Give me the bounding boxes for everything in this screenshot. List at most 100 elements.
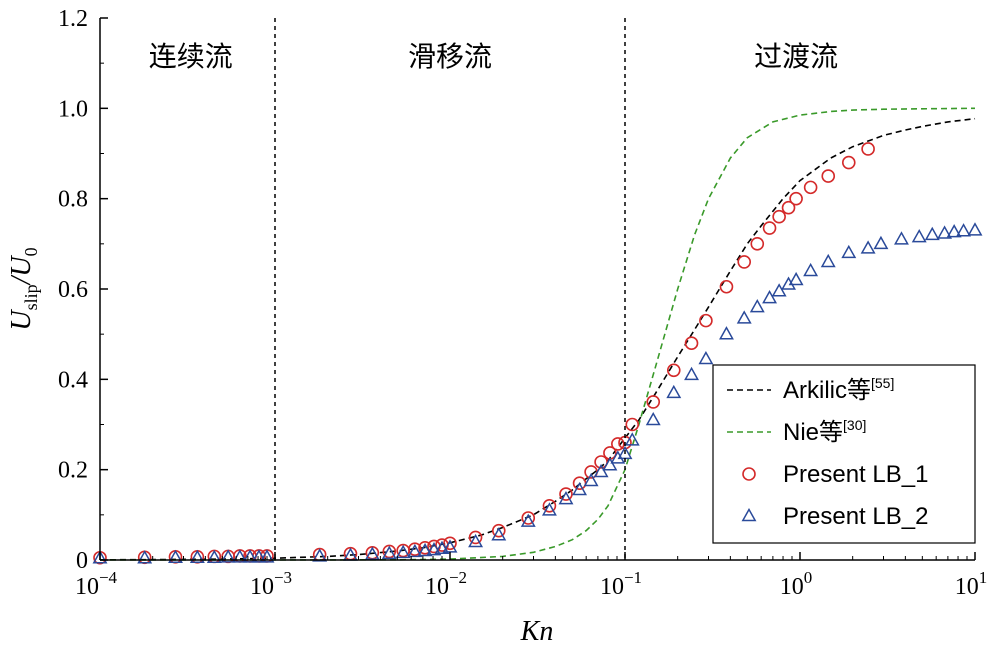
data-point: [666, 384, 682, 399]
y-axis-title: Uslip/U0: [6, 247, 41, 330]
data-point: [937, 225, 953, 239]
data-point: [803, 180, 818, 195]
data-point: [625, 417, 640, 432]
data-point: [92, 550, 108, 564]
data-point: [772, 209, 786, 224]
data-point: [911, 229, 927, 243]
x-tick-label: 10−2: [425, 568, 467, 600]
y-tick-label: 0: [76, 548, 88, 574]
legend-entry: Arkilic等[55]: [783, 375, 894, 404]
data-point: [259, 549, 275, 563]
data-point: [417, 542, 433, 557]
data-point: [781, 276, 796, 290]
x-tick-label: 10−1: [600, 568, 642, 600]
data-point: [491, 527, 507, 541]
series-layer: [92, 107, 983, 565]
data-point: [468, 533, 484, 548]
region-label: 过渡流: [754, 40, 838, 73]
data-point: [873, 235, 889, 250]
x-tick-label: 100: [780, 568, 813, 600]
data-point: [762, 289, 778, 304]
data-point: [610, 450, 626, 464]
data-point: [137, 550, 153, 564]
data-point: [426, 542, 442, 556]
data-point: [719, 279, 734, 294]
data-point: [860, 240, 876, 254]
data-point: [189, 549, 205, 564]
data-point: [232, 549, 248, 563]
data-point: [491, 523, 506, 538]
labels-layer: 10−4 10−3 10−2 10−1 100 101 0 0.2 0.4 0.6 0.8 1.0 1.…: [6, 6, 987, 647]
legend-entry: Present LB_1: [783, 461, 928, 488]
data-point: [699, 313, 713, 328]
data-point: [381, 545, 397, 559]
data-point: [684, 336, 699, 351]
legend-swatch: [741, 507, 757, 522]
y-tick-label: 1.2: [58, 6, 88, 32]
legend: Arkilic等[55] Nie等[30] Present LB_1 Present …: [712, 364, 976, 544]
data-point: [624, 432, 640, 446]
data-point: [168, 549, 183, 564]
legend-entry: Nie等[30]: [783, 417, 866, 446]
data-point: [841, 244, 857, 259]
data-point: [468, 530, 483, 545]
data-point: [442, 539, 458, 553]
data-point: [771, 283, 787, 297]
data-point: [861, 142, 875, 156]
data-point: [698, 350, 714, 365]
data-point: [572, 481, 588, 496]
data-point: [719, 326, 734, 340]
y-tick-label: 0.8: [58, 187, 88, 213]
series-line: [99, 117, 976, 561]
data-point: [559, 487, 573, 501]
data-point: [312, 548, 328, 562]
data-point: [583, 472, 599, 487]
x-tick-label: 10−3: [250, 568, 292, 600]
data-point: [924, 226, 940, 241]
x-tick-label: 10−4: [75, 568, 118, 600]
series-line: [100, 107, 976, 561]
data-point: [220, 549, 236, 563]
y-tick-label: 0.2: [58, 458, 88, 484]
data-point: [541, 502, 557, 516]
data-point: [841, 155, 856, 170]
data-point: [946, 224, 962, 238]
data-point: [781, 200, 796, 215]
data-point: [737, 255, 752, 269]
region-label: 滑移流: [408, 40, 492, 73]
data-point: [395, 544, 411, 559]
data-point: [251, 549, 267, 563]
data-point: [967, 222, 983, 236]
data-point: [956, 223, 971, 237]
data-point: [242, 549, 258, 563]
data-point: [521, 511, 536, 525]
data-point: [646, 395, 661, 409]
data-point: [788, 271, 804, 286]
x-axis-title: Kn: [520, 616, 554, 647]
data-point: [443, 536, 457, 551]
data-point: [821, 169, 836, 183]
data-point: [593, 463, 609, 478]
data-point: [407, 543, 423, 558]
data-point: [684, 366, 699, 381]
data-point: [820, 253, 836, 268]
data-point: [749, 299, 765, 313]
data-point: [645, 411, 661, 426]
x-tick-label: 101: [955, 568, 988, 600]
data-point: [736, 310, 752, 324]
data-point: [750, 237, 765, 251]
data-point: [894, 231, 909, 245]
data-point: [542, 498, 557, 513]
data-point: [666, 363, 681, 378]
data-point: [408, 542, 422, 556]
data-point: [803, 262, 819, 277]
data-point: [364, 546, 380, 560]
data-point: [594, 455, 608, 469]
legend-entry: Present LB_2: [783, 503, 928, 530]
y-tick-label: 0.4: [58, 367, 88, 393]
y-tick-label: 0.6: [58, 277, 88, 303]
legend-swatch: [742, 467, 756, 481]
data-point: [789, 191, 803, 206]
data-point: [434, 540, 450, 555]
